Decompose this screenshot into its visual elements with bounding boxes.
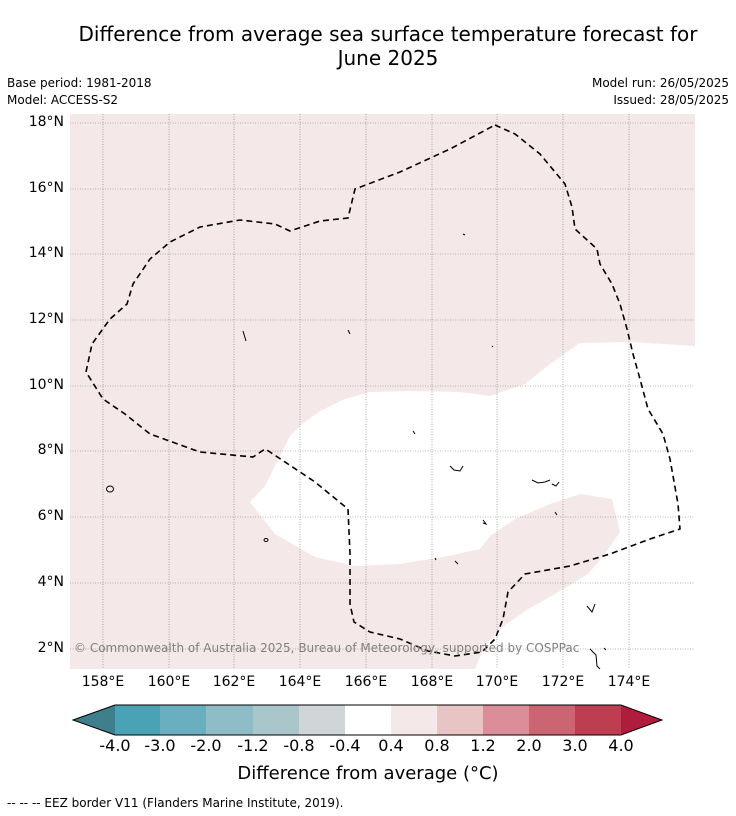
colorbar-label: -1.2 bbox=[237, 736, 269, 755]
island bbox=[554, 511, 558, 516]
island bbox=[462, 233, 466, 236]
island bbox=[449, 465, 464, 472]
island bbox=[263, 538, 269, 542]
colorbar-segment bbox=[437, 705, 483, 735]
colorbar-segment bbox=[529, 705, 575, 735]
issued-date: Issued: 28/05/2025 bbox=[613, 93, 729, 107]
meta-left: Base period: 1981-2018 Model: ACCESS-S2 bbox=[7, 75, 152, 109]
colorbar-label: 3.0 bbox=[562, 736, 588, 755]
colorbar-segment bbox=[253, 705, 299, 735]
island bbox=[589, 648, 601, 669]
island bbox=[491, 345, 494, 348]
lon-label: 168°E bbox=[410, 674, 454, 690]
island bbox=[531, 479, 551, 484]
lon-label: 158°E bbox=[81, 674, 125, 690]
colorbar bbox=[72, 704, 664, 736]
island bbox=[586, 603, 596, 613]
island bbox=[454, 560, 459, 565]
colorbar-segment bbox=[72, 705, 115, 735]
lat-label: 12°N bbox=[28, 311, 64, 327]
colorbar-segment bbox=[483, 705, 529, 735]
chart-title: Difference from average sea surface temp… bbox=[40, 22, 736, 70]
colorbar-label: 2.0 bbox=[516, 736, 542, 755]
colorbar-segment bbox=[115, 705, 160, 735]
eez-border bbox=[85, 124, 681, 657]
title-line-1: Difference from average sea surface temp… bbox=[78, 22, 698, 46]
title-line-2: June 2025 bbox=[337, 46, 439, 70]
lon-label: 170°E bbox=[475, 674, 519, 690]
island bbox=[482, 519, 488, 525]
eez-legend: -- -- -- EEZ border V11 (Flanders Marine… bbox=[7, 796, 344, 810]
meta-right: Model run: 26/05/2025 Issued: 28/05/2025 bbox=[592, 75, 729, 109]
colorbar-label: 0.8 bbox=[424, 736, 450, 755]
neutral-region bbox=[250, 342, 695, 669]
colorbar-segment bbox=[575, 705, 621, 735]
colorbar-segment bbox=[391, 705, 437, 735]
colorbar-label: -4.0 bbox=[99, 736, 131, 755]
lat-label: 14°N bbox=[28, 245, 64, 261]
colorbar-label: 0.4 bbox=[378, 736, 404, 755]
lon-label: 164°E bbox=[278, 674, 322, 690]
lat-label: 16°N bbox=[28, 180, 64, 196]
lat-label: 10°N bbox=[28, 377, 64, 393]
lon-label: 174°E bbox=[607, 674, 651, 690]
island bbox=[242, 330, 247, 342]
island bbox=[603, 647, 607, 651]
colorbar-title: Difference from average (°C) bbox=[237, 763, 499, 784]
lon-label: 172°E bbox=[541, 674, 585, 690]
lon-label: 162°E bbox=[212, 674, 256, 690]
model-name: Model: ACCESS-S2 bbox=[7, 93, 119, 107]
base-period: Base period: 1981-2018 bbox=[7, 76, 152, 90]
lat-label: 18°N bbox=[28, 114, 64, 130]
island bbox=[551, 481, 560, 487]
colorbar-outline bbox=[72, 704, 664, 736]
lat-label: 8°N bbox=[37, 442, 64, 458]
graticule bbox=[70, 114, 695, 669]
lat-label: 6°N bbox=[37, 508, 64, 524]
colorbar-label: -3.0 bbox=[144, 736, 176, 755]
colorbar-segment bbox=[345, 705, 391, 735]
colorbar-label: -2.0 bbox=[190, 736, 222, 755]
colorbar-label: -0.4 bbox=[329, 736, 361, 755]
colorbar-label: 1.2 bbox=[470, 736, 496, 755]
lat-label: 4°N bbox=[37, 574, 64, 590]
sst-anomaly-map bbox=[70, 114, 695, 669]
lon-label: 160°E bbox=[147, 674, 191, 690]
colorbar-segment bbox=[621, 705, 662, 735]
island bbox=[106, 485, 114, 493]
island bbox=[412, 430, 416, 435]
colorbar-label: 4.0 bbox=[608, 736, 634, 755]
island bbox=[347, 329, 351, 335]
lat-label: 2°N bbox=[37, 640, 64, 656]
colorbar-segment bbox=[160, 705, 206, 735]
island bbox=[434, 557, 437, 561]
islands bbox=[106, 233, 607, 669]
colorbar-segment bbox=[206, 705, 253, 735]
lon-label: 166°E bbox=[344, 674, 388, 690]
colorbar-segment bbox=[299, 705, 345, 735]
colorbar-label: -0.8 bbox=[283, 736, 315, 755]
model-run: Model run: 26/05/2025 bbox=[591, 76, 729, 90]
copyright-notice: © Commonwealth of Australia 2025, Bureau… bbox=[74, 641, 580, 655]
